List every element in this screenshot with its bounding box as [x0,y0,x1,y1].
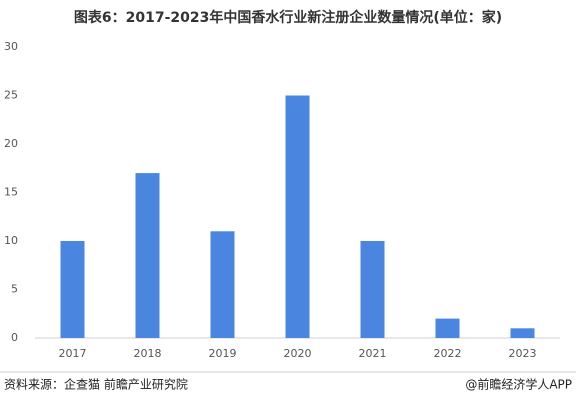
bar [510,328,535,338]
y-tick-label: 25 [4,89,18,102]
x-tick-label: 2019 [209,347,237,360]
chart-title: 图表6：2017-2023年中国香水行业新注册企业数量情况(单位：家) [74,9,502,26]
bar [210,231,235,338]
bar [360,241,385,338]
bar [285,95,310,338]
y-tick-label: 30 [4,40,18,53]
bar [60,241,85,338]
y-tick-label: 20 [4,137,18,150]
y-tick-label: 5 [11,283,18,296]
source-note: 资料来源：企查猫 前瞻产业研究院 [4,377,188,392]
bar [435,318,460,338]
x-tick-label: 2021 [359,347,387,360]
bar [135,173,160,338]
x-tick-label: 2017 [59,347,87,360]
x-tick-label: 2022 [434,347,462,360]
x-tick-label: 2023 [509,347,537,360]
credit: @前瞻经济学人APP [465,377,572,392]
x-tick-label: 2018 [134,347,162,360]
y-tick-label: 10 [4,234,18,247]
y-tick-label: 15 [4,186,18,199]
y-tick-label: 0 [11,331,18,344]
x-tick-label: 2020 [284,347,312,360]
